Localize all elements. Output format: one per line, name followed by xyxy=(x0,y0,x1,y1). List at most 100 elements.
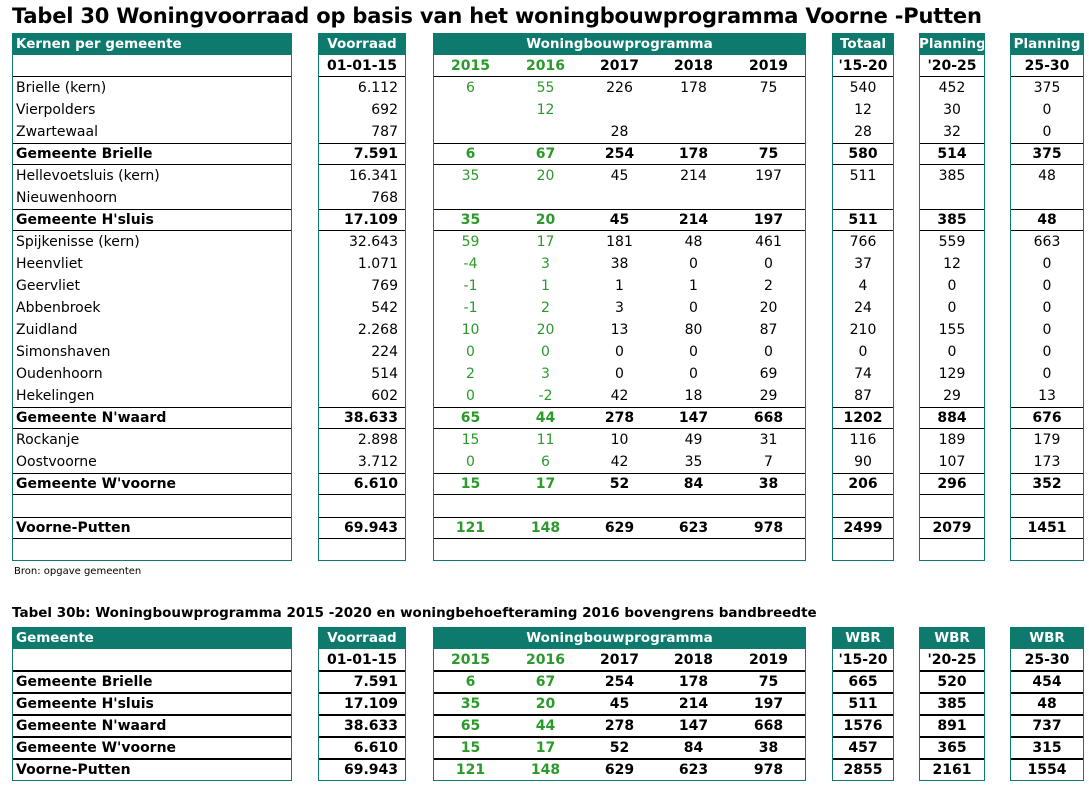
row-divider xyxy=(433,670,806,671)
header-program: Woningbouwprogramma xyxy=(433,33,806,55)
table-cell: 6.112 xyxy=(357,80,398,96)
row-divider xyxy=(318,759,406,760)
row-divider xyxy=(318,209,406,210)
row-divider xyxy=(832,230,894,231)
table-cell: 452 xyxy=(938,80,966,96)
row-label: Gemeente W'voorne xyxy=(16,740,177,756)
table-cell: 20 xyxy=(535,212,556,228)
table-cell: 214 xyxy=(678,696,709,712)
row-divider xyxy=(832,693,894,694)
table-cell: 13 xyxy=(610,322,629,338)
table-cell: 6 xyxy=(465,674,476,690)
column-group-total xyxy=(832,33,894,561)
table-cell: 2 xyxy=(541,300,550,316)
row-label: Brielle (kern) xyxy=(16,80,107,96)
row-divider xyxy=(1010,76,1084,77)
row-divider xyxy=(919,143,985,144)
table-cell: 44 xyxy=(535,718,556,734)
row-divider xyxy=(1010,736,1084,737)
row-label: Gemeente H'sluis xyxy=(16,696,154,712)
row-label: Voorne-Putten xyxy=(16,762,131,778)
subheader-3: 2017 xyxy=(600,652,639,668)
row-divider xyxy=(1010,692,1084,693)
table-cell: -4 xyxy=(463,256,478,272)
table-cell: 375 xyxy=(1033,80,1061,96)
row-divider xyxy=(12,517,292,518)
table-cell: 15 xyxy=(460,476,481,492)
table-cell: 768 xyxy=(371,190,398,206)
subheader-0: 01-01-15 xyxy=(326,652,398,668)
column-group-total xyxy=(832,627,894,781)
row-divider xyxy=(919,164,985,165)
row-label: Rockanje xyxy=(16,432,80,448)
table-cell: 35 xyxy=(461,168,480,184)
row-divider xyxy=(832,714,894,715)
row-divider xyxy=(1010,209,1084,210)
row-divider xyxy=(1010,758,1084,759)
row-divider xyxy=(832,737,894,738)
row-label: Simonshaven xyxy=(16,344,111,360)
table-cell: 12 xyxy=(854,102,872,118)
row-label: Gemeente W'voorne xyxy=(16,476,177,492)
row-divider xyxy=(433,715,806,716)
table-cell: 116 xyxy=(849,432,877,448)
row-label: Gemeente Brielle xyxy=(16,146,153,162)
table-cell: 35 xyxy=(460,696,481,712)
table-cell: 75 xyxy=(758,146,779,162)
table-cell: 3 xyxy=(541,256,550,272)
table-cell: 48 xyxy=(1037,212,1057,228)
table-cell: 69.943 xyxy=(343,762,398,778)
subheader-8: 25-30 xyxy=(1024,652,1070,668)
row-divider xyxy=(318,143,406,144)
table-cell: 17 xyxy=(536,234,555,250)
row-label: Gemeente N'waard xyxy=(16,718,167,734)
table-cell: 1 xyxy=(541,278,550,294)
table-cell: 0 xyxy=(615,344,624,360)
table-cell: 155 xyxy=(938,322,966,338)
table-cell: 0 xyxy=(947,344,957,360)
header-plan1: Planning xyxy=(919,33,985,55)
header-name: Kernen per gemeente xyxy=(12,33,292,55)
row-divider xyxy=(832,494,894,495)
table-cell: 0 xyxy=(615,366,624,382)
row-divider xyxy=(433,428,806,429)
header-plan2: WBR xyxy=(1010,627,1084,649)
table-cell: 1202 xyxy=(843,410,883,426)
table-cell: 35 xyxy=(460,212,481,228)
table-cell: 6 xyxy=(465,146,476,162)
header-plan2: Planning xyxy=(1010,33,1084,55)
row-divider xyxy=(832,538,894,539)
table-cell: 1.071 xyxy=(357,256,398,272)
row-divider xyxy=(919,692,985,693)
table-cell: 254 xyxy=(604,674,635,690)
table-cell: 197 xyxy=(753,212,784,228)
table-cell: 0 xyxy=(764,256,773,272)
table-cell: 29 xyxy=(943,388,961,404)
table-cell: 178 xyxy=(680,80,707,96)
table-30b-title: Tabel 30b: Woningbouwprogramma 2015 -202… xyxy=(12,605,817,621)
row-divider xyxy=(12,759,292,760)
table-cell: 4 xyxy=(858,278,868,294)
table-cell: 75 xyxy=(758,674,779,690)
row-divider xyxy=(433,693,806,694)
table-cell: 3.712 xyxy=(357,454,398,470)
table-cell: 45 xyxy=(609,696,630,712)
table-cell: 48 xyxy=(1038,168,1056,184)
table-cell: 214 xyxy=(680,168,707,184)
row-divider xyxy=(433,230,806,231)
table-cell: 15 xyxy=(461,432,480,448)
table-cell: 35 xyxy=(684,454,703,470)
row-divider xyxy=(318,494,406,495)
column-group-name xyxy=(12,33,292,561)
column-group-plan2 xyxy=(1010,627,1084,781)
row-divider xyxy=(12,230,292,231)
row-divider xyxy=(433,538,806,539)
row-divider xyxy=(1010,517,1084,518)
table-cell: 0 xyxy=(1042,256,1052,272)
table-cell: 13 xyxy=(1038,388,1056,404)
table-cell: 121 xyxy=(455,762,486,778)
table-cell: 0 xyxy=(689,366,698,382)
row-label: Vierpolders xyxy=(16,102,96,118)
row-divider xyxy=(832,407,894,408)
row-divider xyxy=(318,737,406,738)
